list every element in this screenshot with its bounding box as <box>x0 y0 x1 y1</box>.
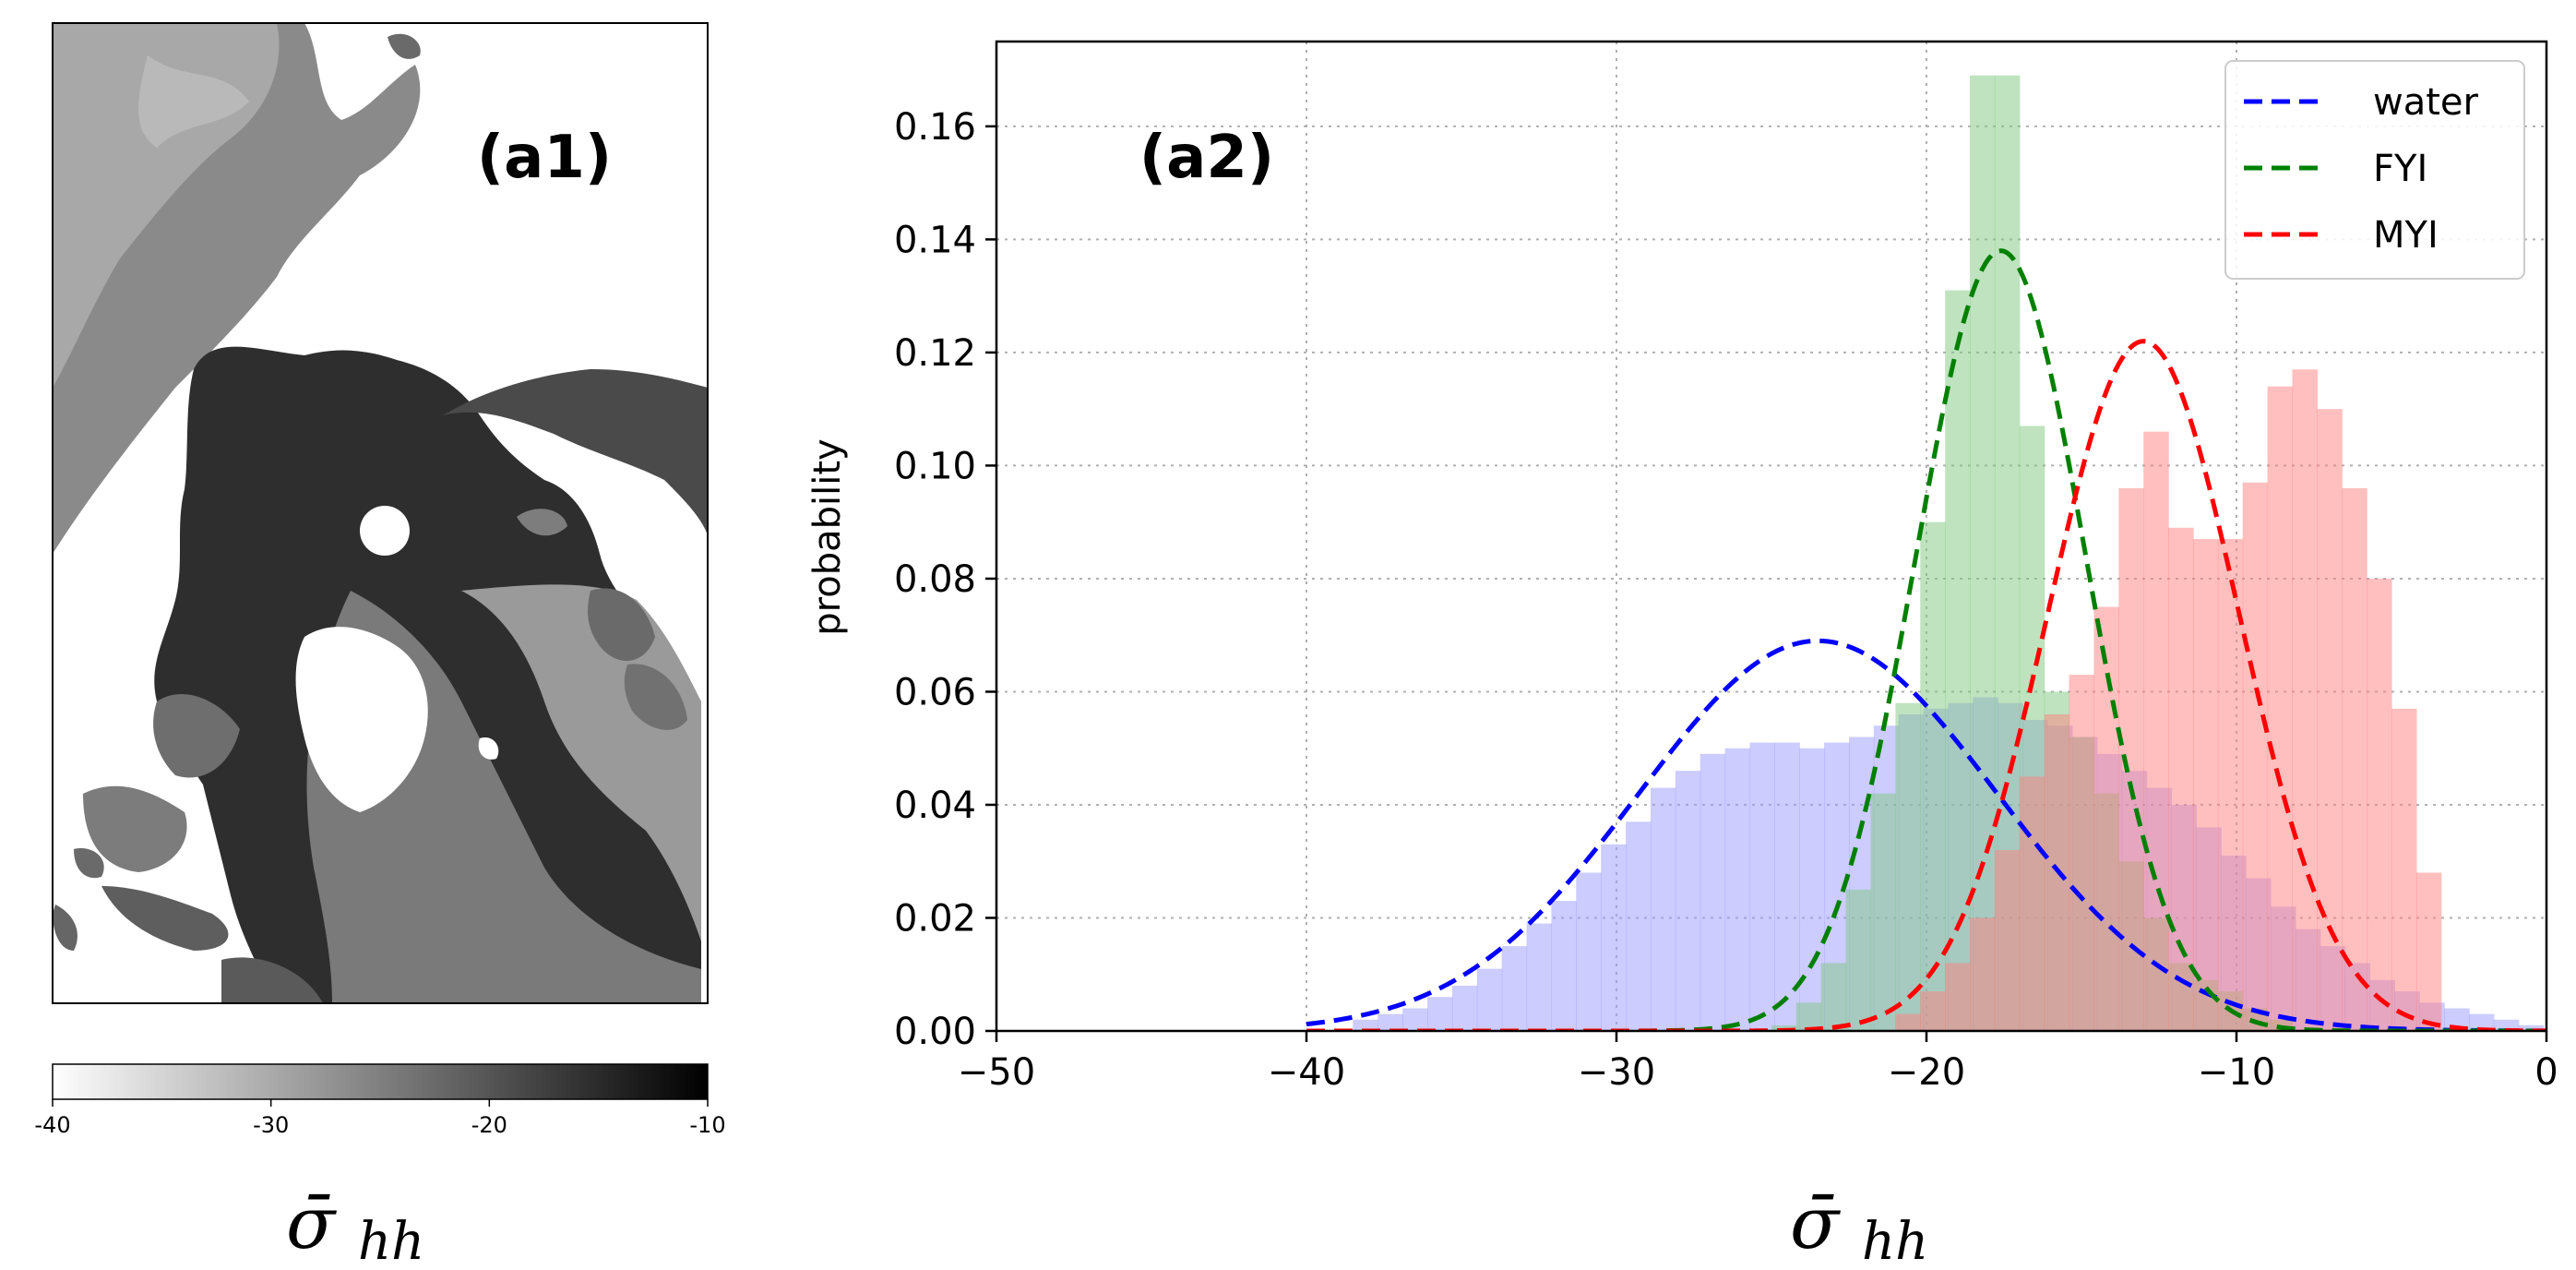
hist-bar <box>2317 409 2343 1031</box>
y-tick-label: 0.08 <box>894 558 976 601</box>
colorbar-tick-label: -40 <box>34 1112 70 1138</box>
hist-bar <box>1920 991 1946 1031</box>
hist-bar <box>2267 386 2294 1031</box>
colorbar-label: σ̄ hh <box>286 1182 424 1270</box>
hist-bar <box>1820 963 1847 1031</box>
y-tick-label: 0.06 <box>894 671 976 713</box>
curve-water <box>1306 638 2546 1031</box>
hist-bar <box>1970 75 1996 1031</box>
y-tick-label: 0.12 <box>894 332 976 375</box>
y-tick-label: 0.10 <box>894 445 976 487</box>
y-axis-ticks: 0.00 0.02 0.04 0.06 0.08 0.10 0.12 0.14 0.16 <box>894 106 996 1053</box>
hist-bar <box>2242 482 2269 1031</box>
hist-bar <box>2469 1013 2495 1031</box>
hist-bar <box>2019 776 2045 1031</box>
hist-bar <box>1774 742 1800 1031</box>
hist-bar <box>1650 787 1676 1031</box>
hist-bar <box>2367 578 2392 1031</box>
hist-bar <box>2415 872 2442 1031</box>
hist-bar <box>2342 487 2367 1031</box>
legend: water FYI MYI <box>2224 60 2525 280</box>
hist-bar <box>2192 539 2219 1031</box>
y-tick-label: 0.04 <box>894 785 976 827</box>
hist-bar <box>2391 708 2417 1031</box>
colorbar-tick-label: -30 <box>253 1112 289 1138</box>
histogram-chart: −50 −40 −30 −20 −10 0 0.00 0.02 0.04 0.06 0.08 0.1… <box>806 40 2558 1270</box>
map-panel: (a1) <box>52 22 709 1004</box>
hist-bar <box>2292 369 2318 1031</box>
hist-bar <box>1994 849 2021 1031</box>
legend-box <box>2224 60 2525 280</box>
histograms <box>1353 75 2545 1031</box>
hist-bar <box>1601 844 1627 1031</box>
hist-bar <box>2493 1019 2520 1031</box>
hist-bar <box>1895 1013 1921 1031</box>
legend-label: MYI <box>2373 214 2439 257</box>
y-tick-label: 0.16 <box>894 106 976 149</box>
y-tick-label: 0.02 <box>894 897 976 940</box>
hist-bar <box>1451 985 1478 1031</box>
hist-bar <box>1945 290 1971 1031</box>
hist-bar <box>1551 901 1577 1031</box>
legend-label: water <box>2373 81 2479 124</box>
colorbar-ticks: -40 -30 -20 -10 <box>34 1099 726 1138</box>
histogram-myi <box>1895 369 2442 1031</box>
hist-bar <box>1476 968 1503 1031</box>
hist-bar <box>2143 431 2169 1031</box>
colorbar-tick-label: -20 <box>471 1112 507 1138</box>
hist-bar <box>1526 923 1553 1031</box>
hist-bar <box>2168 527 2194 1031</box>
hist-bar <box>1870 793 1896 1031</box>
hist-bar <box>2518 1024 2545 1031</box>
x-tick-label: 0 <box>2534 1051 2558 1094</box>
hist-bar <box>1427 997 1453 1031</box>
colorbar-label-sub: hh <box>358 1212 424 1270</box>
colorbar-gradient <box>52 1063 709 1100</box>
legend-items: water FYI MYI <box>2244 81 2479 257</box>
hist-bar <box>1402 1008 1428 1031</box>
hist-bar <box>1895 702 1921 1031</box>
hist-bar <box>1377 1013 1403 1031</box>
y-tick-label: 0.14 <box>894 219 976 261</box>
hist-bar <box>1799 748 1825 1031</box>
hist-bar <box>2093 606 2119 1031</box>
hist-bar <box>1675 771 1701 1031</box>
hist-bar <box>1626 821 1652 1031</box>
hist-bar <box>1699 753 1726 1031</box>
colorbar-tick-label: -10 <box>689 1112 725 1138</box>
x-axis-label-sub: hh <box>1862 1212 1928 1270</box>
colorbar-label-sigma: σ̄ <box>286 1182 337 1265</box>
hist-bar <box>1724 748 1751 1031</box>
hist-bar <box>1845 889 1872 1031</box>
x-tick-label: −30 <box>1578 1051 1655 1094</box>
x-tick-label: −10 <box>2198 1051 2275 1094</box>
x-tick-label: −40 <box>1268 1051 1345 1094</box>
hist-bar <box>1970 917 1996 1031</box>
y-tick-label: 0.00 <box>894 1011 976 1053</box>
legend-label: FYI <box>2373 148 2427 190</box>
sar-mosaic-image <box>53 23 708 1003</box>
hist-bar <box>1795 1002 1822 1031</box>
hist-bar <box>1945 963 1971 1031</box>
hist-bar <box>1920 521 1946 1031</box>
x-axis-label: σ̄ hh <box>1790 1182 1928 1270</box>
hist-bar <box>1576 872 1602 1031</box>
hist-bar <box>1749 742 1775 1031</box>
x-axis-ticks: −50 −40 −30 −20 −10 0 <box>958 1031 2558 1094</box>
hist-bar <box>1353 1019 1378 1031</box>
x-tick-label: −20 <box>1888 1051 1965 1094</box>
x-axis-label-sigma: σ̄ <box>1790 1182 1841 1265</box>
x-tick-label: −50 <box>958 1051 1035 1094</box>
colorbar: -40 -30 -20 -10 σ̄ hh <box>34 1063 726 1270</box>
panel-label-a1: (a1) <box>477 124 612 192</box>
plot-frame <box>995 40 2548 1033</box>
hist-bar <box>1501 946 1528 1031</box>
hist-bar <box>2069 675 2095 1031</box>
panel-label-a2: (a2) <box>1139 124 1274 192</box>
y-axis-label: probability <box>806 438 849 635</box>
